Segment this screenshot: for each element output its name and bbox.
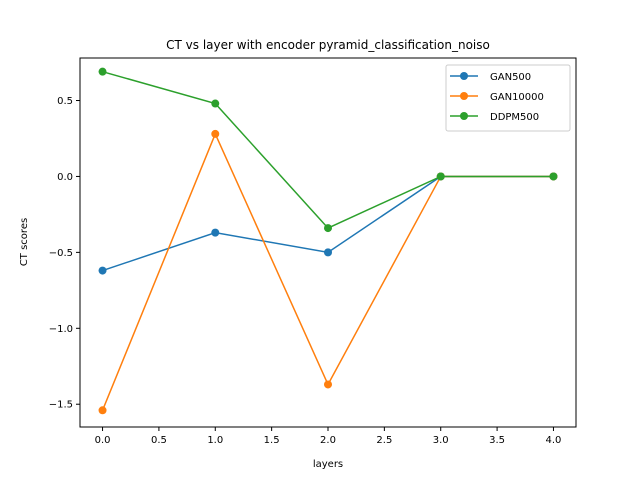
data-point-gan500 bbox=[324, 248, 332, 257]
y-tick-label: −0.5 bbox=[49, 248, 73, 259]
data-point-ddpm500 bbox=[211, 99, 220, 108]
data-point-gan10000 bbox=[98, 406, 107, 415]
data-point-gan500 bbox=[211, 228, 220, 237]
data-point-gan10000 bbox=[324, 380, 332, 389]
series-line-gan10000 bbox=[101, 132, 554, 411]
x-tick-label: 0.0 bbox=[95, 435, 111, 446]
plot-area bbox=[98, 67, 558, 415]
chart-title: CT vs layer with encoder pyramid_classif… bbox=[166, 38, 490, 52]
data-point-ddpm500 bbox=[98, 67, 107, 76]
data-point-ddpm500 bbox=[436, 172, 445, 181]
x-tick-label: 1.5 bbox=[264, 435, 280, 446]
legend-label-gan10000: GAN10000 bbox=[490, 92, 544, 103]
y-tick-label: −1.5 bbox=[49, 400, 73, 411]
x-tick-label: 4.0 bbox=[546, 435, 562, 446]
x-tick-label: 2.5 bbox=[376, 435, 392, 446]
legend-label-ddpm500: DDPM500 bbox=[490, 112, 539, 123]
y-axis: −1.5 −1.0 −0.5 0.0 0.5 bbox=[49, 96, 80, 411]
legend: GAN500 GAN10000 DDPM500 bbox=[445, 64, 571, 132]
legend-marker-ddpm500 bbox=[460, 112, 468, 120]
y-axis-label: CT scores bbox=[19, 218, 30, 266]
series-line-gan500 bbox=[102, 175, 554, 272]
x-tick-label: 3.0 bbox=[433, 435, 449, 446]
x-axis-label: layers bbox=[313, 459, 343, 470]
data-point-gan500 bbox=[98, 266, 107, 275]
legend-label-gan500: GAN500 bbox=[490, 72, 531, 83]
data-point-ddpm500 bbox=[324, 224, 332, 233]
x-tick-label: 2.0 bbox=[320, 435, 336, 446]
data-point-gan10000 bbox=[211, 129, 220, 138]
x-tick-label: 3.5 bbox=[489, 435, 505, 446]
x-tick-label: 0.5 bbox=[151, 435, 167, 446]
y-tick-label: −1.0 bbox=[49, 324, 73, 335]
legend-box bbox=[445, 64, 571, 132]
y-tick-label: 0.0 bbox=[57, 172, 73, 183]
y-tick-label: 0.5 bbox=[57, 96, 73, 107]
legend-marker-gan500 bbox=[460, 72, 468, 80]
data-point-ddpm500 bbox=[549, 172, 558, 181]
legend-marker-gan10000 bbox=[460, 92, 468, 100]
x-axis: 0.0 0.5 1.0 1.5 2.0 2.5 3.0 3.5 4.0 bbox=[95, 427, 562, 446]
x-tick-label: 1.0 bbox=[207, 435, 223, 446]
